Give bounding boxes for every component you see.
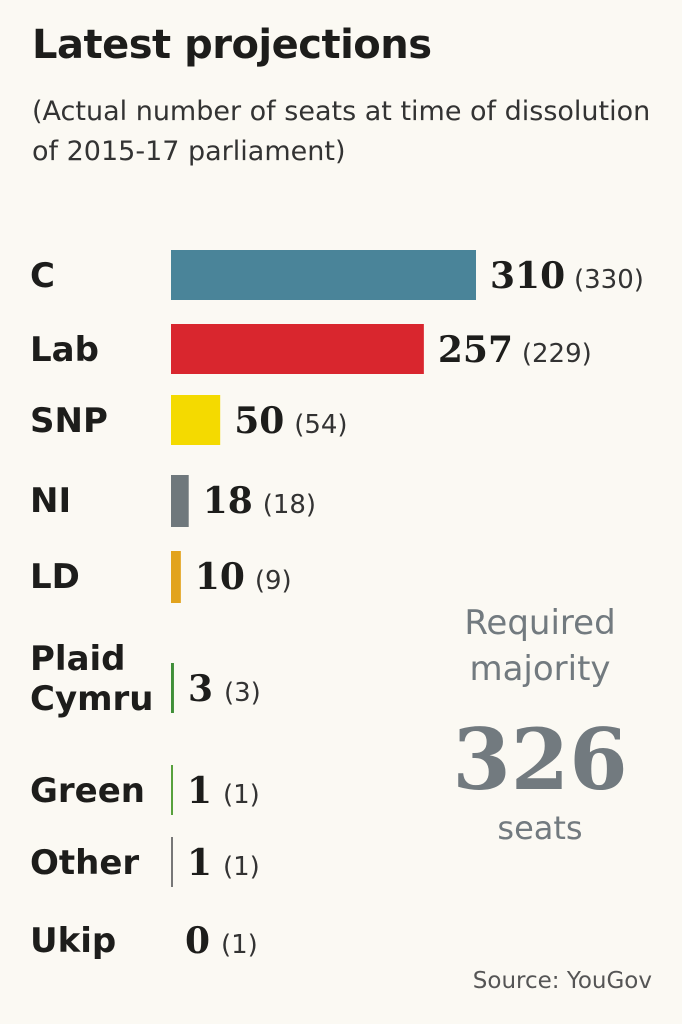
value-label-other: 1 — [187, 842, 212, 884]
party-label-green: Green — [30, 771, 145, 811]
majority-panel: Required majority 326 seats — [430, 600, 650, 846]
party-label-lab: Lab — [30, 330, 99, 370]
value-label-c: 310 — [490, 255, 565, 297]
value-label-green: 1 — [187, 770, 212, 812]
party-label-ld: LD — [30, 557, 80, 597]
bar-c — [171, 250, 476, 300]
value-label-ld: 10 — [195, 556, 245, 598]
value-label-lab: 257 — [438, 329, 513, 371]
previous-value-ld: (9) — [255, 566, 292, 596]
chart-subtitle: (Actual number of seats at time of disso… — [32, 96, 651, 167]
majority-unit: seats — [497, 809, 583, 847]
majority-value: 326 — [452, 710, 628, 809]
party-label-other: Other — [30, 843, 139, 883]
source-note: Source: YouGov — [472, 968, 652, 994]
value-label-ukip: 0 — [185, 920, 210, 962]
party-label-ni: NI — [30, 481, 71, 521]
bar-ni — [171, 475, 189, 527]
party-label-ukip: Ukip — [30, 921, 116, 961]
previous-value-c: (330) — [574, 265, 644, 295]
majority-label: Required majority — [464, 603, 616, 689]
party-label-c: C — [30, 256, 55, 296]
previous-value-lab: (229) — [522, 339, 592, 369]
previous-value-other: (1) — [223, 852, 260, 882]
value-label-snp: 50 — [234, 400, 284, 442]
previous-value-plaid-cymru: (3) — [224, 678, 261, 708]
party-label-plaid-cymru: Plaid Cymru — [30, 639, 154, 719]
bar-lab — [171, 324, 424, 374]
previous-value-green: (1) — [223, 780, 260, 810]
bar-other — [171, 837, 173, 887]
value-label-ni: 18 — [203, 480, 253, 522]
party-label-snp: SNP — [30, 401, 108, 441]
previous-value-snp: (54) — [294, 410, 347, 440]
chart-title: Latest projections — [32, 22, 432, 68]
bar-snp — [171, 395, 221, 445]
previous-value-ukip: (1) — [221, 930, 258, 960]
bar-green — [171, 765, 173, 815]
previous-value-ni: (18) — [263, 490, 316, 520]
bar-plaid-cymru — [171, 663, 174, 713]
value-label-plaid-cymru: 3 — [188, 668, 213, 710]
bar-ld — [171, 551, 181, 603]
